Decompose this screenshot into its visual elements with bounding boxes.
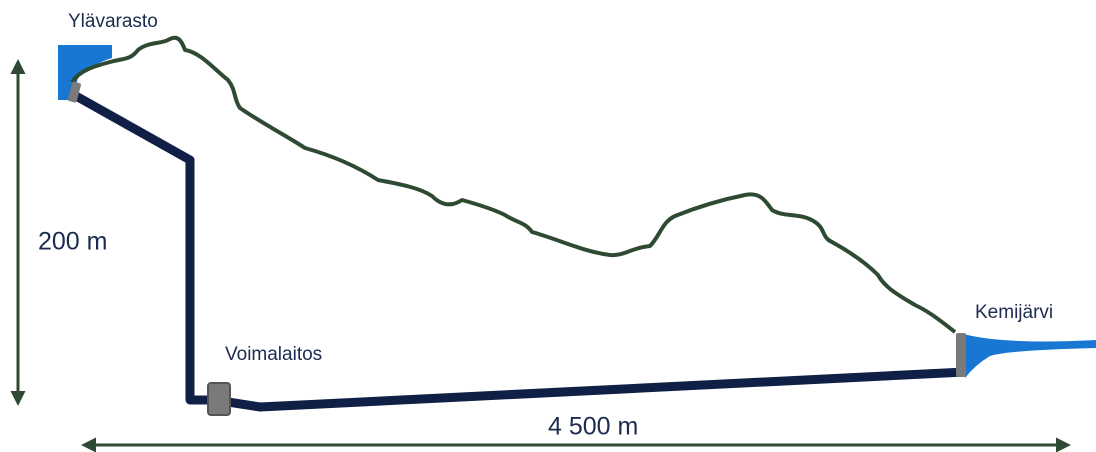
terrain <box>70 35 957 334</box>
lower-water <box>960 333 1096 378</box>
length-label: 4 500 m <box>548 413 638 441</box>
height-label: 200 m <box>38 228 107 256</box>
power-station <box>207 382 231 416</box>
upper-reservoir-label: Ylävarasto <box>68 11 158 32</box>
lower-gate <box>956 333 966 377</box>
power-station-label: Voimalaitos <box>225 344 322 365</box>
lower-reservoir-label: Kemijärvi <box>975 302 1053 323</box>
upper-gate <box>67 81 81 103</box>
tunnel <box>73 92 966 412</box>
